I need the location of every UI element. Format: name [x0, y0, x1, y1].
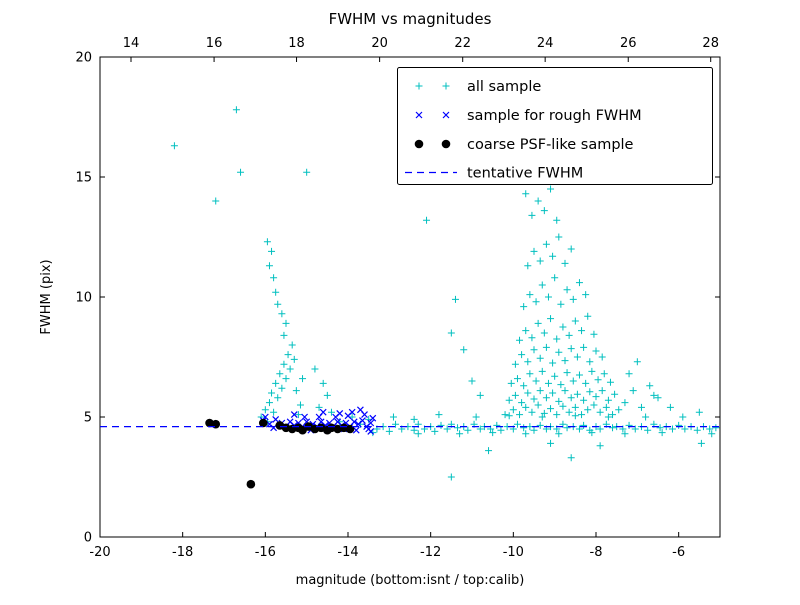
y-tick-label: 10	[75, 291, 92, 306]
x-tick-label-top: 26	[620, 36, 637, 51]
x-tick-label-top: 22	[454, 36, 471, 51]
legend-item-sample-for-rough-fwhm: sample for rough FWHM	[415, 108, 642, 124]
x-tick-label-bottom: -6	[672, 545, 685, 560]
legend-item-all-sample: all sample	[415, 79, 541, 95]
legend-box	[397, 67, 713, 185]
series-coarse-psf-like-sample	[205, 418, 355, 489]
x-tick-label-top: 28	[702, 36, 719, 51]
x-tick-label-top: 24	[537, 36, 554, 51]
chart-title: FWHM vs magnitudes	[329, 10, 492, 28]
legend-label: sample for rough FWHM	[467, 108, 642, 124]
legend-label: coarse PSF-like sample	[467, 137, 634, 153]
y-tick-label: 15	[75, 171, 92, 186]
x-tick-label-bottom: -14	[337, 545, 358, 560]
x-tick-label-bottom: -10	[503, 545, 524, 560]
legend-label: all sample	[467, 79, 541, 95]
x-tick-label-top: 20	[371, 36, 388, 51]
x-tick-label-top: 14	[123, 36, 140, 51]
x-axis-label: magnitude (bottom:isnt / top:calib)	[296, 573, 525, 588]
x-tick-label-bottom: -8	[590, 545, 603, 560]
x-tick-label-bottom: -18	[172, 545, 193, 560]
legend-item-tentative-fwhm: tentative FWHM	[405, 166, 583, 182]
y-axis-label: FWHM (pix)	[39, 259, 54, 334]
x-tick-label-bottom: -20	[89, 545, 110, 560]
legend: all sample sample for rough FWHM coarse PS…	[397, 67, 713, 185]
x-tick-label-bottom: -16	[255, 545, 276, 560]
legend-label: tentative FWHM	[467, 166, 583, 182]
y-tick-label: 5	[84, 411, 92, 426]
x-tick-label-top: 16	[206, 36, 223, 51]
x-tick-label-bottom: -12	[420, 545, 441, 560]
legend-item-coarse-psf-like-sample: coarse PSF-like sample	[414, 137, 634, 153]
y-tick-label: 0	[84, 531, 92, 546]
axis-ticks	[99, 56, 720, 538]
x-tick-label-top: 18	[288, 36, 305, 51]
y-tick-label: 20	[75, 51, 92, 66]
